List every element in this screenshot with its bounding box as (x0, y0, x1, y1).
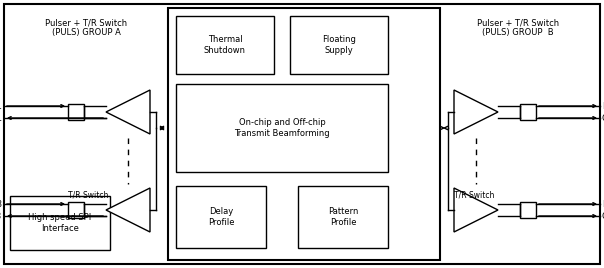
Text: Pattern
Profile: Pattern Profile (328, 207, 358, 227)
Text: Delay
Profile: Delay Profile (208, 207, 234, 227)
Bar (68, 202, 84, 218)
Text: T/R Switch: T/R Switch (454, 191, 495, 200)
Text: Pulser + T/R Switch
(PULS) GROUP A: Pulser + T/R Switch (PULS) GROUP A (45, 18, 127, 38)
Bar (298, 186, 388, 248)
Bar (68, 104, 84, 120)
Polygon shape (454, 188, 498, 232)
Text: OUT_A1: OUT_A1 (0, 114, 2, 122)
Text: High speed SPI
Interface: High speed SPI Interface (28, 213, 92, 233)
Text: OUT_A8: OUT_A8 (0, 211, 2, 221)
Text: RX_A8: RX_A8 (0, 199, 2, 209)
Bar (176, 16, 274, 74)
Bar (168, 8, 440, 260)
Text: Floating
Supply: Floating Supply (322, 35, 356, 55)
Bar (520, 202, 536, 218)
Polygon shape (454, 90, 498, 134)
Text: Pulser + T/R Switch
(PULS) GROUP  B: Pulser + T/R Switch (PULS) GROUP B (477, 18, 559, 38)
Bar (176, 84, 388, 172)
Bar (176, 186, 266, 248)
Text: RX_B1: RX_B1 (602, 102, 604, 110)
Bar (290, 16, 388, 74)
Polygon shape (106, 188, 150, 232)
Text: T/R Switch: T/R Switch (68, 191, 108, 200)
Text: Thermal
Shutdown: Thermal Shutdown (204, 35, 246, 55)
Bar (10, 196, 110, 250)
Text: RX_B8: RX_B8 (602, 199, 604, 209)
Polygon shape (106, 90, 150, 134)
Bar (520, 104, 536, 120)
Text: On-chip and Off-chip
Transmit Beamforming: On-chip and Off-chip Transmit Beamformin… (234, 118, 330, 138)
Text: RX_A1: RX_A1 (0, 102, 2, 110)
Text: OUT_B8: OUT_B8 (602, 211, 604, 221)
Text: OUT_B1: OUT_B1 (602, 114, 604, 122)
